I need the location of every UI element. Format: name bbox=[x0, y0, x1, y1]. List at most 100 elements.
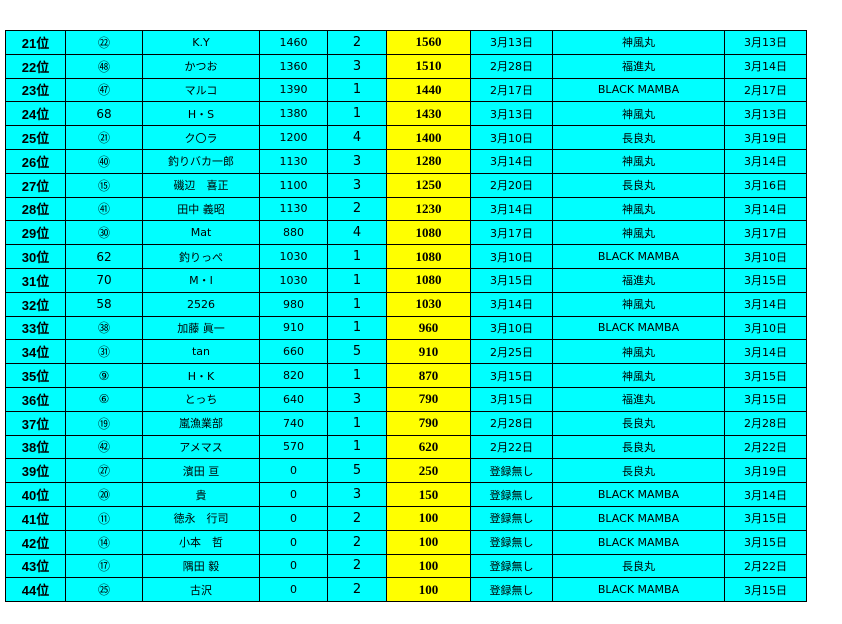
count-cell: 1 bbox=[327, 363, 387, 388]
boat-cell: 神風丸 bbox=[552, 148, 725, 174]
last-date-cell: 3月10日 bbox=[724, 244, 807, 269]
entry-number-cell: ㊽ bbox=[65, 53, 143, 79]
score-cell: 660 bbox=[259, 339, 328, 365]
boat-cell: BLACK MAMBA bbox=[552, 244, 725, 269]
count-cell: 4 bbox=[327, 220, 387, 246]
last-date-cell: 3月19日 bbox=[724, 125, 807, 150]
name-cell: Mat bbox=[142, 220, 260, 246]
date-cell: 2月17日 bbox=[470, 77, 553, 103]
last-date-cell: 3月14日 bbox=[724, 148, 807, 174]
last-date-cell: 3月17日 bbox=[724, 220, 807, 246]
count-cell: 3 bbox=[327, 482, 387, 507]
score-cell: 0 bbox=[259, 482, 328, 507]
entry-number-cell: 58 bbox=[65, 291, 143, 317]
total-cell: 960 bbox=[386, 315, 471, 341]
entry-number-cell: ㉚ bbox=[65, 220, 143, 246]
date-cell: 3月15日 bbox=[470, 363, 553, 388]
total-cell: 1440 bbox=[386, 77, 471, 103]
boat-cell: BLACK MAMBA bbox=[552, 577, 725, 603]
boat-cell: 福進丸 bbox=[552, 267, 725, 293]
entry-number-cell: ⑮ bbox=[65, 172, 143, 198]
date-cell: 3月14日 bbox=[470, 196, 553, 222]
count-cell: 1 bbox=[327, 291, 387, 317]
date-cell: 3月15日 bbox=[470, 267, 553, 293]
table-row: 36位 ⑥ とっち 640 3 790 3月15日 福進丸 3月15日 bbox=[5, 386, 807, 412]
rank-cell: 23位 bbox=[5, 77, 66, 103]
rank-cell: 34位 bbox=[5, 339, 66, 365]
boat-cell: 長良丸 bbox=[552, 125, 725, 150]
name-cell: マルコ bbox=[142, 77, 260, 103]
name-cell: 徳永 行司 bbox=[142, 505, 260, 531]
entry-number-cell: ⑨ bbox=[65, 363, 143, 388]
count-cell: 2 bbox=[327, 529, 387, 555]
table-row: 41位 ⑪ 徳永 行司 0 2 100 登録無し BLACK MAMBA 3月15日 bbox=[5, 505, 807, 531]
last-date-cell: 3月15日 bbox=[724, 363, 807, 388]
total-cell: 150 bbox=[386, 482, 471, 507]
boat-cell: 神風丸 bbox=[552, 291, 725, 317]
entry-number-cell: ⑭ bbox=[65, 529, 143, 555]
score-cell: 1030 bbox=[259, 244, 328, 269]
total-cell: 1250 bbox=[386, 172, 471, 198]
last-date-cell: 2月22日 bbox=[724, 553, 807, 579]
date-cell: 2月25日 bbox=[470, 339, 553, 365]
name-cell: 釣りバカ一郎 bbox=[142, 148, 260, 174]
entry-number-cell: ㊼ bbox=[65, 77, 143, 103]
last-date-cell: 3月14日 bbox=[724, 339, 807, 365]
total-cell: 620 bbox=[386, 434, 471, 460]
entry-number-cell: 70 bbox=[65, 267, 143, 293]
name-cell: H・S bbox=[142, 101, 260, 127]
boat-cell: BLACK MAMBA bbox=[552, 315, 725, 341]
date-cell: 登録無し bbox=[470, 458, 553, 484]
date-cell: 3月10日 bbox=[470, 125, 553, 150]
date-cell: 3月13日 bbox=[470, 101, 553, 127]
count-cell: 2 bbox=[327, 577, 387, 603]
total-cell: 1510 bbox=[386, 53, 471, 79]
score-cell: 640 bbox=[259, 386, 328, 412]
rank-cell: 26位 bbox=[5, 148, 66, 174]
score-cell: 1130 bbox=[259, 196, 328, 222]
total-cell: 100 bbox=[386, 553, 471, 579]
count-cell: 3 bbox=[327, 148, 387, 174]
name-cell: 磯辺 喜正 bbox=[142, 172, 260, 198]
date-cell: 3月10日 bbox=[470, 315, 553, 341]
rank-cell: 22位 bbox=[5, 53, 66, 79]
score-cell: 740 bbox=[259, 410, 328, 436]
rank-cell: 21位 bbox=[5, 30, 66, 55]
rank-cell: 31位 bbox=[5, 267, 66, 293]
rank-cell: 29位 bbox=[5, 220, 66, 246]
total-cell: 100 bbox=[386, 505, 471, 531]
total-cell: 1080 bbox=[386, 267, 471, 293]
last-date-cell: 3月13日 bbox=[724, 30, 807, 55]
boat-cell: 神風丸 bbox=[552, 220, 725, 246]
count-cell: 1 bbox=[327, 410, 387, 436]
last-date-cell: 3月19日 bbox=[724, 458, 807, 484]
count-cell: 5 bbox=[327, 339, 387, 365]
last-date-cell: 3月13日 bbox=[724, 101, 807, 127]
score-cell: 0 bbox=[259, 458, 328, 484]
count-cell: 2 bbox=[327, 505, 387, 531]
entry-number-cell: ㊶ bbox=[65, 196, 143, 222]
entry-number-cell: ㉕ bbox=[65, 577, 143, 603]
name-cell: かつお bbox=[142, 53, 260, 79]
total-cell: 790 bbox=[386, 386, 471, 412]
entry-number-cell: ㉑ bbox=[65, 125, 143, 150]
date-cell: 登録無し bbox=[470, 529, 553, 555]
table-row: 35位 ⑨ H・K 820 1 870 3月15日 神風丸 3月15日 bbox=[5, 363, 807, 388]
name-cell: とっち bbox=[142, 386, 260, 412]
name-cell: 田中 義昭 bbox=[142, 196, 260, 222]
table-row: 24位 68 H・S 1380 1 1430 3月13日 神風丸 3月13日 bbox=[5, 101, 807, 127]
date-cell: 3月14日 bbox=[470, 148, 553, 174]
count-cell: 5 bbox=[327, 458, 387, 484]
total-cell: 1430 bbox=[386, 101, 471, 127]
rank-cell: 37位 bbox=[5, 410, 66, 436]
last-date-cell: 3月15日 bbox=[724, 505, 807, 531]
rank-cell: 27位 bbox=[5, 172, 66, 198]
entry-number-cell: ⑰ bbox=[65, 553, 143, 579]
name-cell: M・I bbox=[142, 267, 260, 293]
date-cell: 3月17日 bbox=[470, 220, 553, 246]
